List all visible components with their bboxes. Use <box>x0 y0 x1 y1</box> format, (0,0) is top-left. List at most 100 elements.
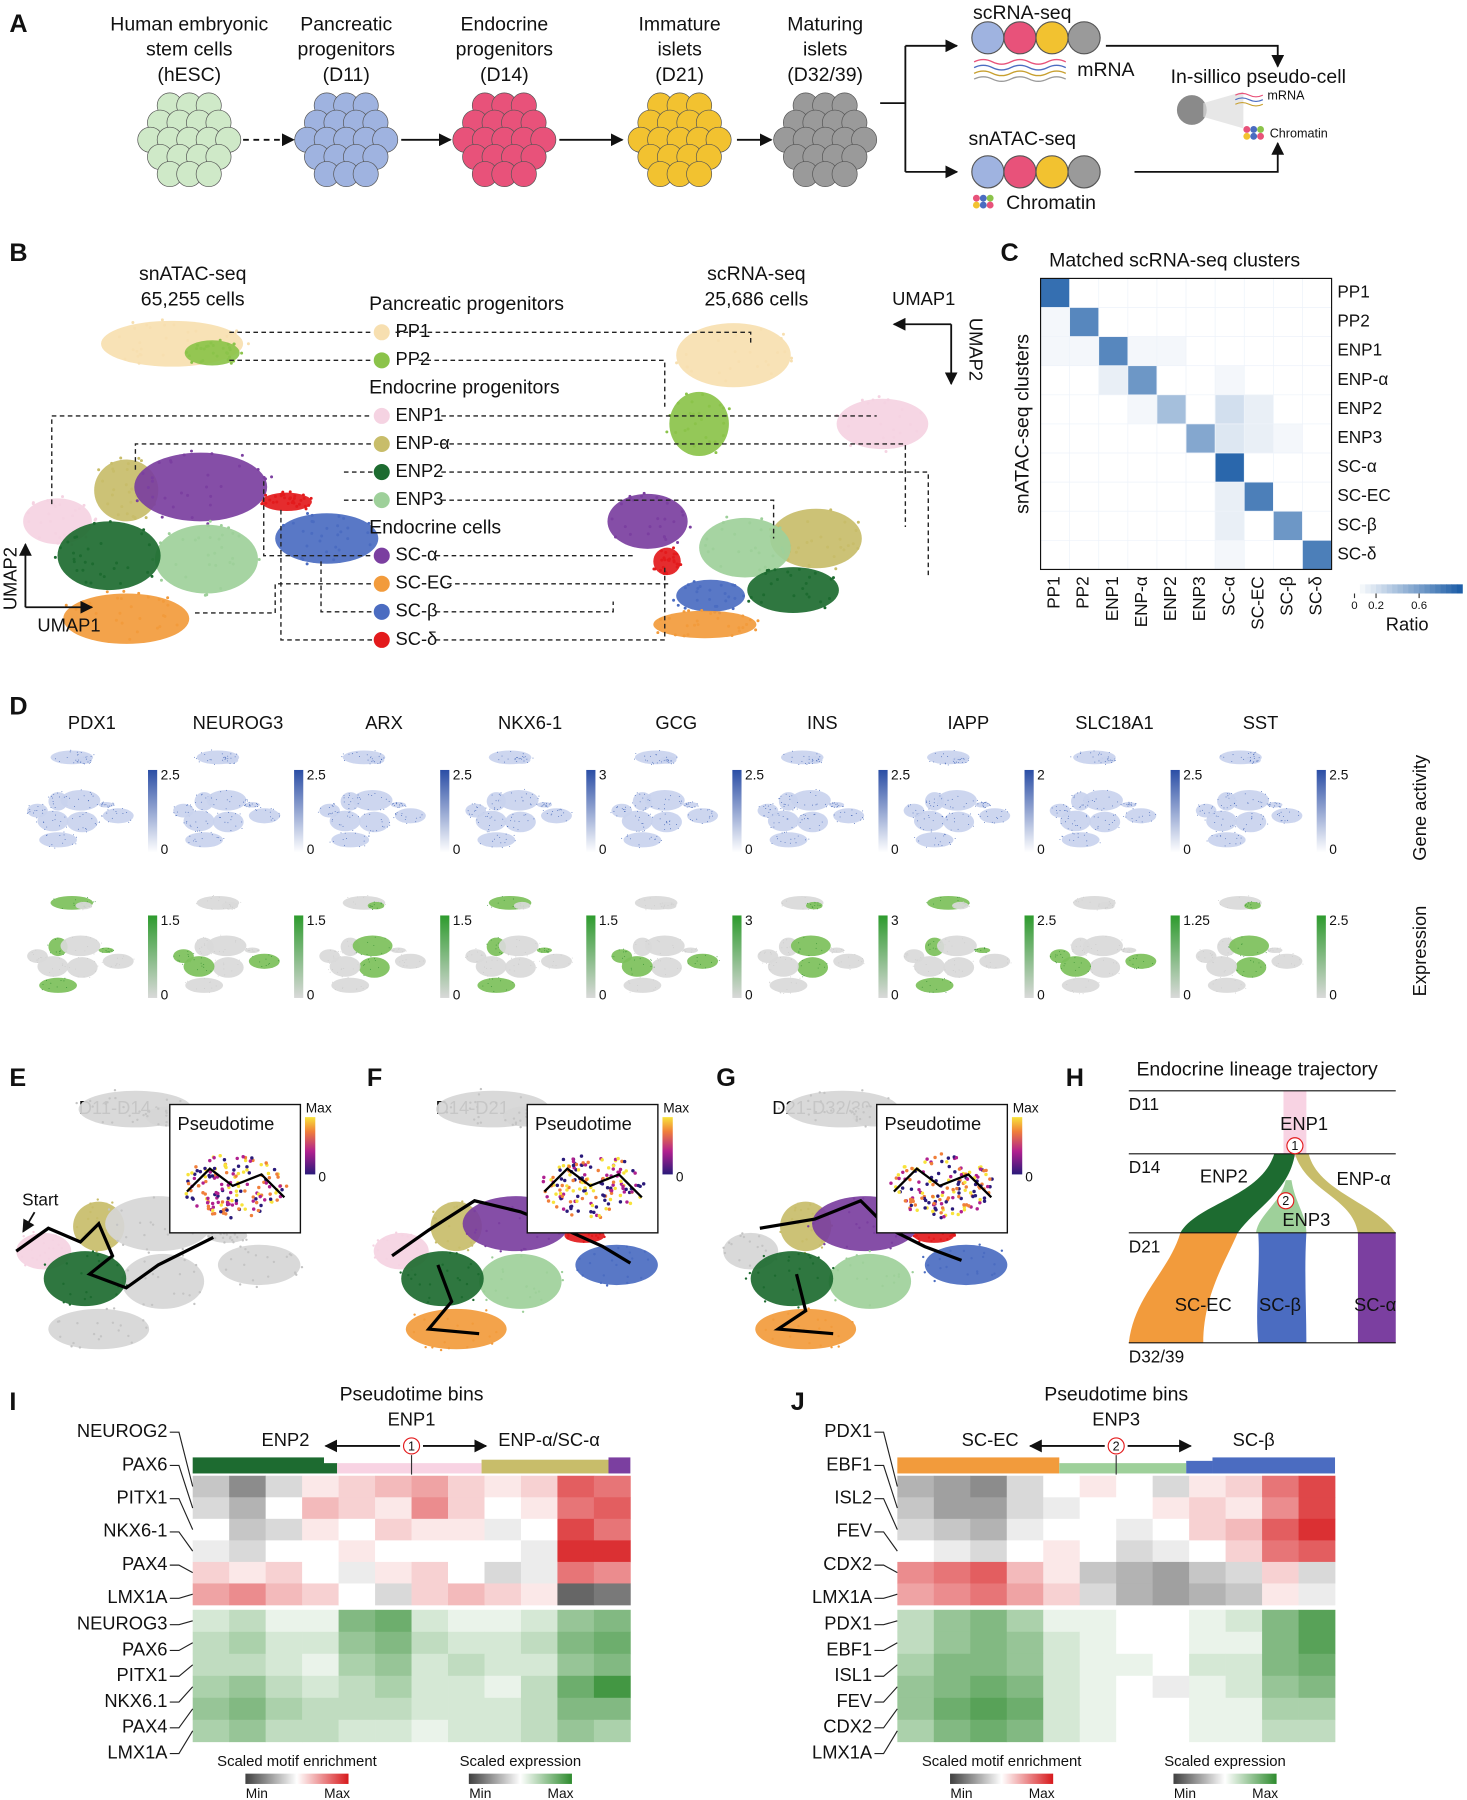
cell-dot <box>1086 840 1087 841</box>
heatmap-cell <box>375 1476 412 1498</box>
heatmap-cell <box>1128 366 1157 395</box>
cell-dot <box>1240 843 1241 844</box>
cell-dot <box>78 762 79 763</box>
colorbar-step <box>1387 584 1393 593</box>
cell-dot <box>928 815 929 816</box>
cell-dot <box>1273 807 1274 808</box>
cell-dot <box>585 1192 588 1195</box>
cell-dot <box>518 1112 520 1114</box>
cell-dot <box>55 807 56 808</box>
heatmap-cell <box>1080 1632 1117 1654</box>
cell-dot <box>87 548 90 551</box>
cell-dot <box>626 1245 628 1247</box>
cell-dot <box>78 799 79 800</box>
cell-dot <box>649 800 650 801</box>
cell-dot <box>909 423 912 426</box>
cell-dot <box>533 961 534 962</box>
heatmap-cell <box>1116 1562 1153 1584</box>
cell-cloud <box>1271 808 1302 823</box>
readout-label: Chromatin <box>1270 126 1328 140</box>
cell-dot <box>1243 971 1244 972</box>
cell-dot <box>1074 797 1075 798</box>
cell-dot <box>586 1161 589 1164</box>
cell-dot <box>116 813 117 814</box>
mini-umap <box>904 896 1012 993</box>
cell-dot <box>685 952 686 953</box>
cell-dot <box>600 1282 602 1284</box>
cell-dot <box>59 796 60 797</box>
heatmap-cell <box>484 1676 521 1698</box>
cell-dot <box>946 992 947 993</box>
cell-cloud <box>653 611 756 638</box>
cell-dot <box>690 370 693 373</box>
cell-dot <box>623 949 624 950</box>
panel-c: Matched scRNA-seq clusterssnATAC-seq clu… <box>1012 249 1463 634</box>
heatmap-cell <box>1043 1676 1080 1698</box>
chart-title: Pseudotime bins <box>1044 1384 1188 1406</box>
cell-dot <box>798 942 799 943</box>
cell-dot <box>431 1346 433 1348</box>
heatmap-cell <box>193 1676 230 1698</box>
cell-dot <box>954 960 955 961</box>
cell-dot <box>1267 804 1268 805</box>
cell-dot <box>693 624 696 627</box>
cell-dot <box>66 541 69 544</box>
cell-dot <box>495 1102 497 1104</box>
cell-dot <box>512 814 513 815</box>
cell-dot <box>492 841 493 842</box>
cell-dot <box>126 468 129 471</box>
cell-dot <box>1261 806 1262 807</box>
cell-dot <box>1110 760 1111 761</box>
cell-dot <box>700 964 701 965</box>
cell-dot <box>861 1089 863 1091</box>
cell-dot <box>145 1327 147 1329</box>
cell-dot <box>278 1184 281 1187</box>
mini-umap <box>1050 750 1157 847</box>
cell-dot <box>335 811 336 812</box>
cell-dot <box>116 964 117 965</box>
heatmap-cell <box>521 1610 558 1632</box>
colorbar-max: 2.5 <box>453 767 472 782</box>
cell-dot <box>211 898 212 899</box>
cell-dot <box>962 1203 965 1206</box>
cell-dot <box>798 952 799 953</box>
heatmap-cell <box>934 1519 971 1541</box>
cell-dot <box>808 1342 810 1344</box>
cell-dot <box>497 960 498 961</box>
cell-dot <box>644 794 645 795</box>
cell-dot <box>477 1122 479 1124</box>
cell-dot <box>210 759 211 760</box>
cell-dot <box>778 813 779 814</box>
cell-dot <box>1133 958 1134 959</box>
heatmap-cell <box>484 1562 521 1584</box>
cell-dot <box>1098 906 1099 907</box>
cell-dot <box>376 830 377 831</box>
cell-dot <box>203 347 206 350</box>
cell-dot <box>220 1183 223 1186</box>
cell-dot <box>163 615 166 618</box>
cell-dot <box>407 1235 409 1237</box>
cell-dot <box>480 804 481 805</box>
cell-dot <box>72 844 73 845</box>
cell-dot <box>724 379 727 382</box>
heatmap-cell <box>1262 1654 1299 1676</box>
cell <box>972 156 1004 188</box>
cell-dot <box>1092 963 1093 964</box>
cell-dot <box>594 1196 597 1199</box>
cell-dot <box>193 953 194 954</box>
cell-dot <box>204 594 207 597</box>
cell-dot <box>491 940 492 941</box>
cell-dot <box>790 843 791 844</box>
cell-dot <box>337 812 338 813</box>
cell-dot <box>616 807 617 808</box>
heatmap-cell <box>1226 1562 1263 1584</box>
cell-dot <box>1280 806 1281 807</box>
cell-dot <box>70 750 71 751</box>
cell-cloud <box>1060 956 1091 977</box>
cell-dot <box>625 951 626 952</box>
cell-dot <box>1223 819 1224 820</box>
cell-dot <box>1062 836 1063 837</box>
cell-dot <box>232 1241 234 1243</box>
cell-dot <box>42 810 43 811</box>
cell-dot <box>515 800 516 801</box>
